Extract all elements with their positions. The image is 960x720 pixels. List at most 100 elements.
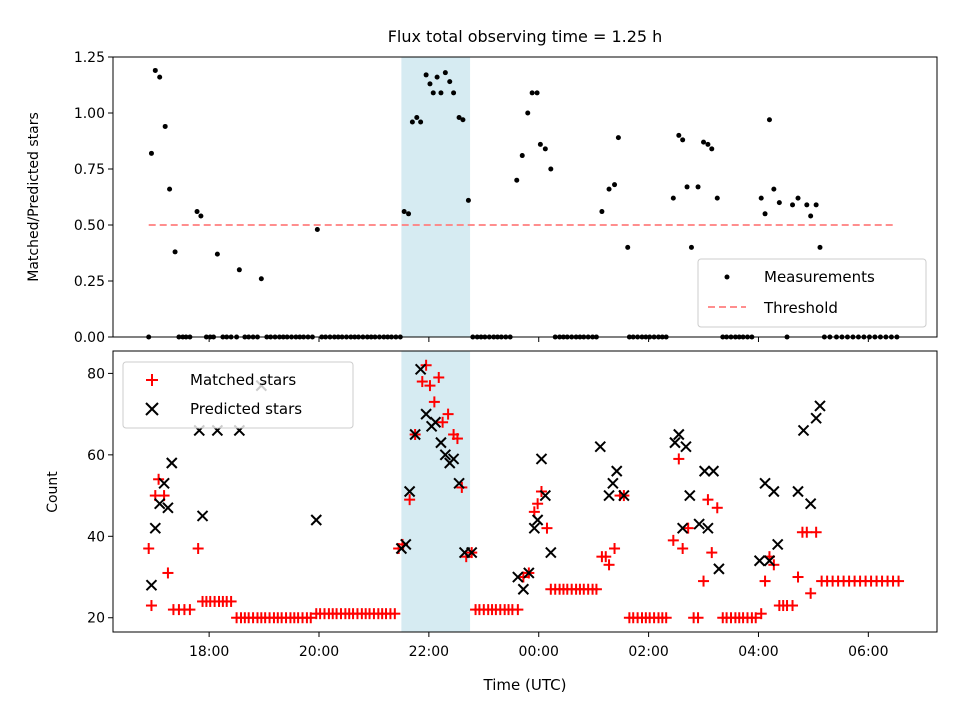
measurement-point	[688, 244, 694, 250]
predicted-star-point	[196, 510, 209, 522]
chart-title: Flux total observing time = 1.25 h	[388, 27, 663, 46]
measurement-point	[612, 182, 618, 188]
top-plot-frame	[112, 56, 938, 338]
measurement-point	[427, 81, 433, 87]
measurement-point	[430, 90, 436, 96]
predicted-star-point	[512, 571, 524, 583]
measurement-point	[162, 123, 168, 129]
predicted-star-point	[166, 457, 178, 469]
predicted-star-point	[673, 428, 685, 441]
top-legend-box	[697, 258, 927, 328]
predicted-star-point	[531, 514, 544, 526]
matched-star-point	[192, 543, 204, 555]
predicted-star-point	[414, 363, 427, 376]
measurement-point	[758, 195, 764, 201]
x-tick-label: 00:00	[519, 644, 559, 660]
predicted-star-point	[153, 498, 166, 510]
bottom-highlight-span	[401, 351, 471, 632]
x-tick-label: 22:00	[409, 644, 449, 660]
measurement-point	[525, 110, 531, 116]
measurement-point	[804, 202, 810, 208]
measurement-point	[670, 195, 676, 201]
measurement-point	[447, 79, 453, 85]
measurement-point	[519, 153, 525, 159]
predicted-star-point	[439, 449, 452, 461]
measurement-point	[606, 186, 612, 192]
measurement-point	[456, 114, 462, 120]
measurement-point	[152, 67, 158, 73]
matched-star-point	[893, 575, 905, 587]
predicted-star-point	[517, 583, 530, 595]
predicted-star-point	[768, 485, 780, 498]
matched-star-point	[184, 604, 196, 616]
measurement-point	[258, 276, 264, 282]
measurement-point	[418, 119, 424, 125]
predicted-star-point	[810, 412, 822, 424]
top-y-ticks: 0.00 0.25 0.50 0.75 1.00 1.25	[74, 50, 113, 346]
y-tick-label: 80	[87, 366, 105, 382]
predicted-star-point	[702, 522, 714, 534]
bottom-panel: Count Time (UTC) 20 40 60 80 18:00 20:00 22:0…	[45, 350, 938, 694]
measurement-point	[414, 114, 420, 120]
measurement-point	[776, 200, 782, 206]
matched-star-point	[532, 498, 544, 510]
bottom-x-ticks: 18:00 20:00 22:00 00:00 02:00 04:00 06:00	[189, 632, 889, 660]
measurement-point	[438, 90, 444, 96]
predicted-star-point	[792, 485, 804, 498]
predicted-star-point	[162, 502, 174, 514]
measurement-point	[460, 117, 466, 123]
measurement-point	[314, 226, 320, 232]
measurement-point	[148, 150, 154, 156]
matched-star-point	[805, 587, 817, 599]
measurement-point	[537, 141, 543, 147]
legend-threshold-label: Threshold	[763, 299, 838, 317]
predicted-star-point	[618, 489, 630, 502]
matched-star-point	[420, 359, 432, 371]
matched-star-point	[682, 522, 694, 534]
measurement-point	[599, 209, 605, 215]
measurement-point	[695, 184, 701, 190]
x-tick-label: 20:00	[299, 644, 339, 660]
matched-star-point	[755, 608, 767, 620]
measurement-point	[236, 267, 242, 273]
matched-star-point	[677, 543, 689, 555]
predicted-star-point	[814, 400, 826, 412]
predicted-star-point	[759, 477, 771, 490]
matched-star-points	[143, 359, 905, 624]
predicted-star-point	[698, 465, 711, 477]
legend-matched-label: Matched stars	[190, 371, 296, 389]
x-tick-label: 18:00	[189, 644, 229, 660]
matched-star-point	[810, 526, 822, 538]
measurement-point	[766, 117, 772, 123]
legend-matched-marker	[146, 374, 158, 386]
measurement-point	[529, 90, 535, 96]
predicted-star-point	[145, 579, 158, 591]
matched-star-point	[512, 604, 524, 616]
matched-star-point	[590, 583, 602, 595]
measurement-point	[817, 244, 823, 250]
matched-star-point	[162, 567, 174, 579]
predicted-star-point	[707, 465, 720, 477]
top-y-axis-label: Matched/Predicted stars	[26, 112, 42, 282]
matched-star-point	[792, 571, 804, 583]
predicted-star-point	[403, 485, 416, 498]
matched-star-point	[711, 502, 723, 514]
legend-predicted-marker	[145, 402, 159, 416]
predicted-star-point	[158, 477, 170, 490]
predicted-star-point	[149, 522, 162, 534]
measurement-point	[514, 177, 520, 183]
predicted-star-point	[797, 424, 810, 437]
matched-star-point	[416, 376, 428, 388]
predicted-star-point	[676, 522, 689, 534]
x-tick-label: 04:00	[738, 644, 778, 660]
measurement-point	[465, 197, 471, 203]
bottom-y-axis-label: Count	[45, 471, 61, 513]
matched-star-point	[759, 575, 771, 587]
x-tick-label: 06:00	[848, 644, 888, 660]
predicted-star-point	[400, 538, 412, 551]
measurement-point	[542, 146, 548, 152]
y-tick-label: 0.75	[74, 162, 105, 178]
measurement-point	[771, 186, 777, 192]
predicted-star-point	[535, 453, 548, 465]
